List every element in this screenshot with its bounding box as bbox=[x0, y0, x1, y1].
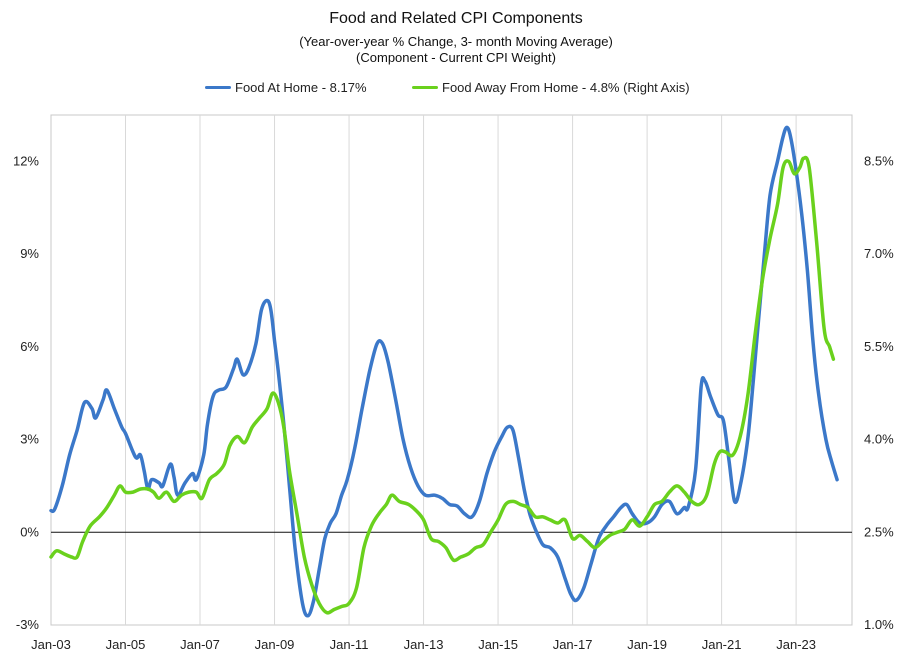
y-left-tick-label: 12% bbox=[13, 153, 39, 168]
x-tick-label: Jan-23 bbox=[776, 637, 816, 652]
series-line-food-at-home bbox=[49, 125, 839, 618]
chart-title: Food and Related CPI Components bbox=[329, 10, 583, 27]
legend-label-food-away: Food Away From Home - 4.8% (Right Axis) bbox=[442, 80, 690, 95]
legend-item-food-at-home: Food At Home - 8.17% bbox=[205, 80, 367, 95]
y-left-tick-label: 9% bbox=[20, 246, 39, 261]
plot-frame bbox=[50, 114, 853, 626]
y-right-tick-label: 8.5% bbox=[864, 153, 894, 168]
y-right-tick-label: 2.5% bbox=[864, 524, 894, 539]
x-tick-label: Jan-21 bbox=[702, 637, 742, 652]
x-tick-label: Jan-19 bbox=[627, 637, 667, 652]
x-tick-label: Jan-05 bbox=[106, 637, 146, 652]
x-tick-label: Jan-15 bbox=[478, 637, 518, 652]
legend-swatch-food-at-home bbox=[205, 86, 231, 89]
y-left-tick-label: 3% bbox=[20, 432, 39, 447]
x-tick-label: Jan-13 bbox=[404, 637, 444, 652]
x-tick-label: Jan-09 bbox=[255, 637, 295, 652]
y-right-tick-label: 5.5% bbox=[864, 339, 894, 354]
y-left-tick-label: -3% bbox=[16, 617, 40, 632]
chart-subtitle-2: (Component - Current CPI Weight) bbox=[356, 50, 556, 65]
legend-item-food-away: Food Away From Home - 4.8% (Right Axis) bbox=[412, 80, 690, 95]
chart-subtitle: (Year-over-year % Change, 3- month Movin… bbox=[299, 34, 613, 49]
x-tick-label: Jan-17 bbox=[553, 637, 593, 652]
y-right-tick-label: 1.0% bbox=[864, 617, 894, 632]
y-left-tick-label: 0% bbox=[20, 524, 39, 539]
series-line-food-away-from-home bbox=[49, 155, 836, 615]
y-left-tick-label: 6% bbox=[20, 339, 39, 354]
legend-swatch-food-away bbox=[412, 86, 438, 89]
x-tick-label: Jan-03 bbox=[31, 637, 71, 652]
legend-label-food-at-home: Food At Home - 8.17% bbox=[235, 80, 367, 95]
x-tick-label: Jan-11 bbox=[330, 637, 369, 652]
x-tick-label: Jan-07 bbox=[180, 637, 220, 652]
y-right-tick-label: 7.0% bbox=[864, 246, 894, 261]
y-right-tick-label: 4.0% bbox=[864, 432, 894, 447]
